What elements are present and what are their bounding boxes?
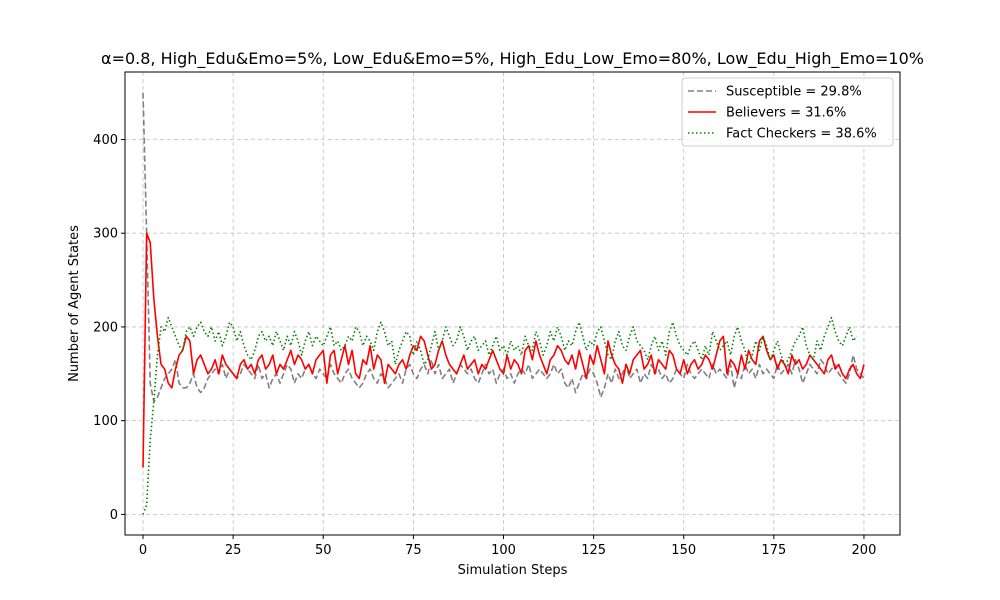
grid [125, 72, 900, 535]
legend: Susceptible = 29.8% Believers = 31.6% Fa… [681, 77, 894, 147]
axis-ticks: 0 25 50 75 100 125 150 175 200 0 100 200 300 400 [93, 133, 876, 558]
x-tick-label: 75 [405, 543, 422, 558]
x-tick-label: 125 [581, 543, 606, 558]
plot-area-frame [124, 71, 901, 536]
legend-label-believers: Believers = 31.6% [726, 106, 846, 121]
series-line-susceptible [142, 92, 865, 403]
x-tick-label: 175 [761, 543, 786, 558]
x-tick-label: 0 [139, 543, 147, 558]
x-tick-label: 150 [671, 543, 696, 558]
chart-title: α=0.8, High_Edu&Emo=5%, Low_Edu&Emo=5%, … [101, 49, 924, 69]
y-tick-label: 0 [110, 508, 118, 523]
series-line-believers [142, 232, 865, 468]
x-axis-title: Simulation Steps [458, 563, 568, 578]
series-lines [142, 92, 865, 515]
y-tick-label: 400 [93, 133, 118, 148]
x-tick-label: 100 [491, 543, 516, 558]
legend-box [681, 77, 894, 147]
y-tick-label: 100 [93, 414, 118, 429]
legend-label-fact-checkers: Fact Checkers = 38.6% [726, 127, 877, 142]
legend-label-susceptible: Susceptible = 29.8% [726, 85, 862, 100]
y-tick-label: 200 [93, 320, 118, 335]
x-tick-label: 50 [315, 543, 332, 558]
x-tick-label: 25 [225, 543, 242, 558]
y-tick-label: 300 [93, 227, 118, 242]
y-axis-title: Number of Agent States [67, 225, 82, 382]
series-line-fact-checkers [142, 316, 858, 515]
x-tick-label: 200 [852, 543, 877, 558]
